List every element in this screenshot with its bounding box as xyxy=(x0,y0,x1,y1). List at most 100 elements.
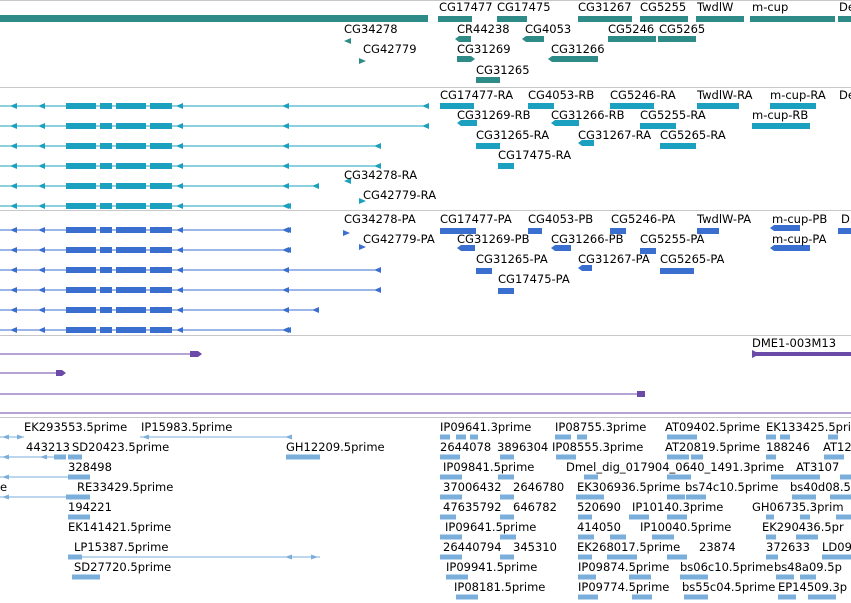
feature-block[interactable] xyxy=(838,228,851,234)
feature-block[interactable] xyxy=(100,123,112,129)
feature-block[interactable] xyxy=(440,103,474,109)
est-label[interactable]: RE33429.5prime xyxy=(77,480,173,494)
est-block[interactable] xyxy=(684,594,708,600)
gene-label[interactable]: CG31269 xyxy=(457,42,511,56)
est-label[interactable]: IP10140.3prime xyxy=(632,500,723,514)
transcript-label[interactable]: CG31269-RB xyxy=(457,108,531,122)
feature-block[interactable] xyxy=(150,327,172,333)
est-block[interactable] xyxy=(629,514,649,520)
feature-block[interactable] xyxy=(66,307,96,313)
est-block[interactable] xyxy=(667,514,687,520)
est-label[interactable]: IP10040.5prime xyxy=(640,520,731,534)
est-label[interactable]: 328498 xyxy=(68,460,112,474)
est-block[interactable] xyxy=(680,574,708,580)
est-label[interactable]: 47635792 xyxy=(443,500,502,514)
transcript-label[interactable]: CG31266-RB xyxy=(551,108,625,122)
est-block[interactable] xyxy=(667,474,691,480)
feature-block[interactable] xyxy=(610,103,654,109)
gene-label[interactable]: CG17477 xyxy=(439,0,493,14)
est-label[interactable]: 443213 xyxy=(26,440,70,454)
est-block[interactable] xyxy=(440,554,462,560)
feature-block[interactable] xyxy=(438,16,472,22)
est-block[interactable] xyxy=(68,554,82,560)
est-block[interactable] xyxy=(792,494,816,500)
feature-block[interactable] xyxy=(461,120,477,126)
est-label[interactable]: 646782 xyxy=(513,500,557,514)
feature-block[interactable] xyxy=(66,143,96,149)
protein-label[interactable]: CG17475-PA xyxy=(498,272,570,286)
est-block[interactable] xyxy=(652,534,674,540)
gene-label[interactable]: De xyxy=(839,0,851,14)
est-label[interactable]: LP15387.5prime xyxy=(74,540,168,554)
transcript-label[interactable]: CG31265-RA xyxy=(476,128,549,142)
transcript-label[interactable]: CG34278-RA xyxy=(344,168,417,182)
transcript-label[interactable]: CG31267-RA xyxy=(578,128,651,142)
feature-block[interactable] xyxy=(100,307,112,313)
est-label[interactable]: 37006432 xyxy=(443,480,502,494)
feature-block[interactable] xyxy=(752,123,810,129)
transcript-label[interactable]: CG17475-RA xyxy=(498,148,571,162)
est-block[interactable] xyxy=(578,514,592,520)
est-block[interactable] xyxy=(766,534,776,540)
feature-block[interactable] xyxy=(100,267,112,273)
est-block[interactable] xyxy=(766,434,776,440)
est-block[interactable] xyxy=(54,454,66,460)
feature-block[interactable] xyxy=(66,123,96,129)
protein-label[interactable]: CG42779-PA xyxy=(363,232,435,246)
feature-block[interactable] xyxy=(150,123,172,129)
feature-block[interactable] xyxy=(66,203,96,209)
feature-block[interactable] xyxy=(660,268,694,274)
feature-block[interactable] xyxy=(774,245,810,251)
gene-label[interactable]: CG42779 xyxy=(363,42,417,56)
feature-block[interactable] xyxy=(100,163,112,169)
est-block[interactable] xyxy=(790,474,820,480)
est-block[interactable] xyxy=(629,574,651,580)
gene-label[interactable]: CG34278 xyxy=(344,22,398,36)
gene-span-large[interactable] xyxy=(0,15,428,22)
protein-label[interactable]: m-cup-PB xyxy=(772,212,827,226)
protein-label[interactable]: TwdlW-PA xyxy=(696,212,751,226)
est-block[interactable] xyxy=(500,454,514,460)
est-label[interactable]: SD20423.5prime xyxy=(72,440,169,454)
gene-label[interactable]: CG4053 xyxy=(525,22,571,36)
est-block[interactable] xyxy=(686,494,706,500)
est-label[interactable]: 2644078 xyxy=(440,440,491,454)
est-label[interactable]: IP09641.3prime xyxy=(440,420,531,434)
est-block[interactable] xyxy=(836,514,851,520)
feature-block[interactable] xyxy=(116,123,146,129)
est-label[interactable]: IP09941.5prime xyxy=(446,560,537,574)
protein-label[interactable]: CG17477-PA xyxy=(440,212,512,226)
est-block[interactable] xyxy=(578,554,592,560)
feature-block[interactable] xyxy=(150,287,172,293)
est-label[interactable]: bs06c10.5prime xyxy=(680,560,773,574)
alignment-label[interactable]: DME1-003M13 xyxy=(752,336,836,350)
feature-block[interactable] xyxy=(56,370,62,376)
est-block[interactable] xyxy=(766,554,778,560)
est-label[interactable]: AT09402.5prime xyxy=(665,420,760,434)
est-block[interactable] xyxy=(578,534,594,540)
feature-block[interactable] xyxy=(116,183,146,189)
est-block[interactable] xyxy=(766,514,774,520)
feature-block[interactable] xyxy=(150,247,172,253)
est-label[interactable]: 2646780 xyxy=(513,480,564,494)
feature-block[interactable] xyxy=(770,103,816,109)
est-block[interactable] xyxy=(778,594,796,600)
protein-label[interactable]: CG4053-PB xyxy=(528,212,593,226)
est-label[interactable]: 414050 xyxy=(577,520,621,534)
est-block[interactable] xyxy=(66,494,90,500)
est-label[interactable]: AT12 xyxy=(823,440,851,454)
feature-block[interactable] xyxy=(640,16,688,22)
est-block[interactable] xyxy=(828,434,838,440)
est-block[interactable] xyxy=(555,434,571,440)
feature-block[interactable] xyxy=(66,163,96,169)
protein-label[interactable]: CG31265-PA xyxy=(476,252,548,266)
est-block[interactable] xyxy=(500,534,516,540)
feature-block[interactable] xyxy=(440,228,476,234)
est-label[interactable]: EK293553.5prime xyxy=(24,420,127,434)
gene-label[interactable]: CG17475 xyxy=(497,0,551,14)
feature-block[interactable] xyxy=(660,143,696,149)
gene-label[interactable]: CG31267 xyxy=(578,0,632,14)
feature-block[interactable] xyxy=(150,163,172,169)
feature-block[interactable] xyxy=(66,327,96,333)
est-block[interactable] xyxy=(556,454,576,460)
